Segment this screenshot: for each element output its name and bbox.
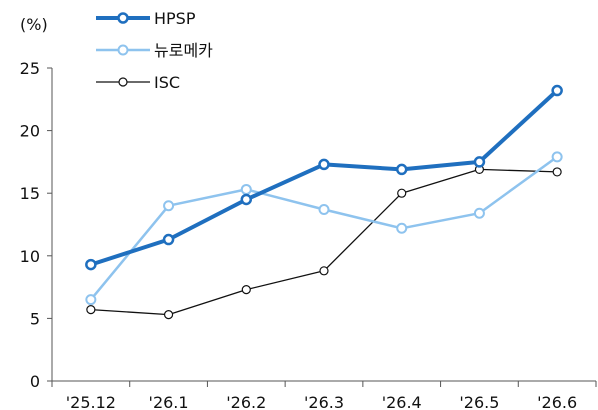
series-neuromeka: [85, 151, 563, 306]
y-tick-label: 20: [20, 122, 40, 141]
series-hpsp: [85, 84, 563, 271]
axes: 0 5 10 15 20 25 '25.12 '26.1 '26.2 '26.3 '26.4 '26.…: [20, 59, 597, 410]
x-tick-label: '26.1: [149, 393, 189, 410]
data-point: [163, 310, 174, 320]
data-point: [162, 233, 175, 246]
x-tick-label: '26.3: [304, 393, 344, 410]
series-line: [90, 89, 559, 267]
legend-swatch-marker: [117, 44, 129, 56]
data-point: [397, 188, 407, 198]
series-group: [85, 84, 563, 320]
x-tick-label: '26.5: [459, 393, 499, 410]
legend-label: ISC: [154, 73, 180, 92]
data-point: [241, 285, 251, 295]
data-point: [240, 193, 253, 206]
y-tick-label: 15: [20, 184, 40, 203]
data-point: [551, 151, 563, 163]
legend-item: 뉴로메카: [96, 41, 213, 60]
legend-swatch-marker: [117, 12, 129, 24]
x-tick-label: '26.2: [226, 393, 266, 410]
legend-item: ISC: [96, 73, 180, 92]
data-point: [85, 294, 97, 306]
y-tick-label: 0: [30, 372, 40, 391]
series-line: [89, 155, 558, 301]
data-point: [318, 158, 330, 171]
legend-item: HPSP: [96, 9, 196, 28]
data-point: [318, 203, 330, 215]
data-point: [473, 207, 485, 219]
x-tick-label: '26.6: [537, 393, 577, 410]
legend-swatch-marker: [118, 77, 128, 87]
y-tick-label: 5: [30, 309, 40, 328]
data-point: [319, 266, 329, 276]
data-point: [85, 258, 97, 271]
legend: HPSP 뉴로메카 ISC: [96, 9, 213, 92]
data-point: [395, 163, 408, 176]
y-tick-label: 10: [20, 247, 40, 266]
x-tick-label: '26.4: [382, 393, 422, 410]
legend-label: HPSP: [154, 9, 196, 28]
x-tick-label: '25.12: [66, 393, 116, 410]
data-point: [86, 305, 96, 315]
data-point: [396, 222, 408, 234]
data-point: [551, 84, 563, 97]
data-point: [240, 183, 252, 195]
data-point: [473, 156, 486, 168]
y-axis-unit-label: (%): [20, 15, 48, 34]
data-point: [163, 200, 175, 212]
data-point: [552, 167, 562, 177]
y-tick-label: 25: [20, 59, 40, 78]
legend-label: 뉴로메카: [154, 41, 213, 60]
series-isc: [86, 164, 562, 320]
